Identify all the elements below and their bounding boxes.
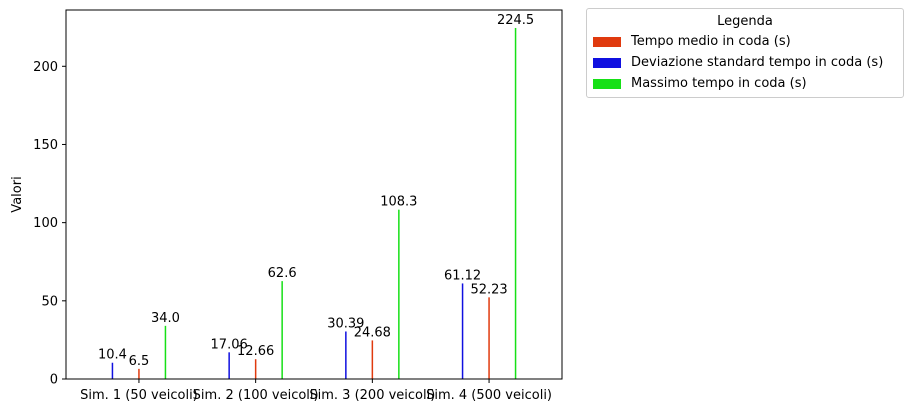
legend-label: Massimo tempo in coda (s)	[631, 76, 807, 91]
bar	[371, 340, 374, 379]
bar	[398, 209, 400, 379]
y-axis-title: Valori	[10, 176, 25, 212]
bar	[345, 331, 347, 379]
y-tick-label: 150	[33, 138, 58, 153]
legend-swatch	[593, 57, 621, 68]
x-tick-label: Sim. 3 (200 veicoli)	[309, 388, 435, 403]
bar	[281, 281, 283, 379]
bar	[514, 27, 517, 380]
data-label: 62.6	[268, 266, 297, 281]
data-label: 6.5	[129, 354, 150, 369]
legend-item-tempo-medio: Tempo medio in coda (s)	[587, 31, 903, 52]
bar	[488, 297, 490, 379]
bar	[461, 283, 464, 379]
bar	[254, 359, 257, 379]
bar	[228, 352, 230, 379]
data-labels-group: 10.4 17.06 30.39 61.12 6.5 12.66 24.68 52.23 34.…	[98, 13, 534, 369]
y-tick-label: 200	[33, 60, 58, 75]
data-label: 24.68	[354, 325, 391, 340]
data-label: 10.4	[98, 348, 127, 363]
legend-label: Tempo medio in coda (s)	[631, 34, 791, 49]
legend-swatch	[593, 78, 621, 89]
legend-label: Deviazione standard tempo in coda (s)	[631, 55, 884, 70]
legend-title: Legenda	[717, 14, 773, 29]
data-label: 34.0	[151, 311, 180, 326]
data-label: 52.23	[470, 282, 507, 297]
legend-item-massimo: Massimo tempo in coda (s)	[587, 73, 903, 94]
bars-group	[111, 27, 517, 380]
y-axis: 0 50 100 150 200	[33, 60, 66, 388]
bar	[164, 325, 167, 379]
data-label: 61.12	[444, 268, 481, 283]
data-label: 12.66	[237, 344, 274, 359]
bar	[138, 368, 140, 379]
plot-area	[66, 10, 562, 379]
y-tick-label: 100	[33, 216, 58, 231]
legend-swatch	[593, 36, 621, 47]
y-tick-label: 0	[50, 373, 58, 388]
x-tick-label: Sim. 2 (100 veicoli)	[193, 388, 319, 403]
data-label: 30.39	[327, 316, 364, 331]
legend-item-deviazione-standard: Deviazione standard tempo in coda (s)	[587, 52, 903, 73]
x-tick-label: Sim. 4 (500 veicoli)	[426, 388, 552, 403]
data-label: 108.3	[380, 195, 417, 210]
data-label: 17.06	[211, 337, 248, 352]
bar	[111, 362, 114, 379]
x-tick-label: Sim. 1 (50 veicoli)	[80, 388, 198, 403]
legend: Legenda Tempo medio in coda (s) Deviazio…	[586, 8, 904, 98]
plot-frame	[65, 9, 563, 380]
data-label: 224.5	[497, 13, 534, 28]
y-tick-label: 50	[41, 294, 58, 309]
x-axis: Sim. 1 (50 veicoli)Sim. 2 (100 veicoli)S…	[80, 379, 552, 403]
